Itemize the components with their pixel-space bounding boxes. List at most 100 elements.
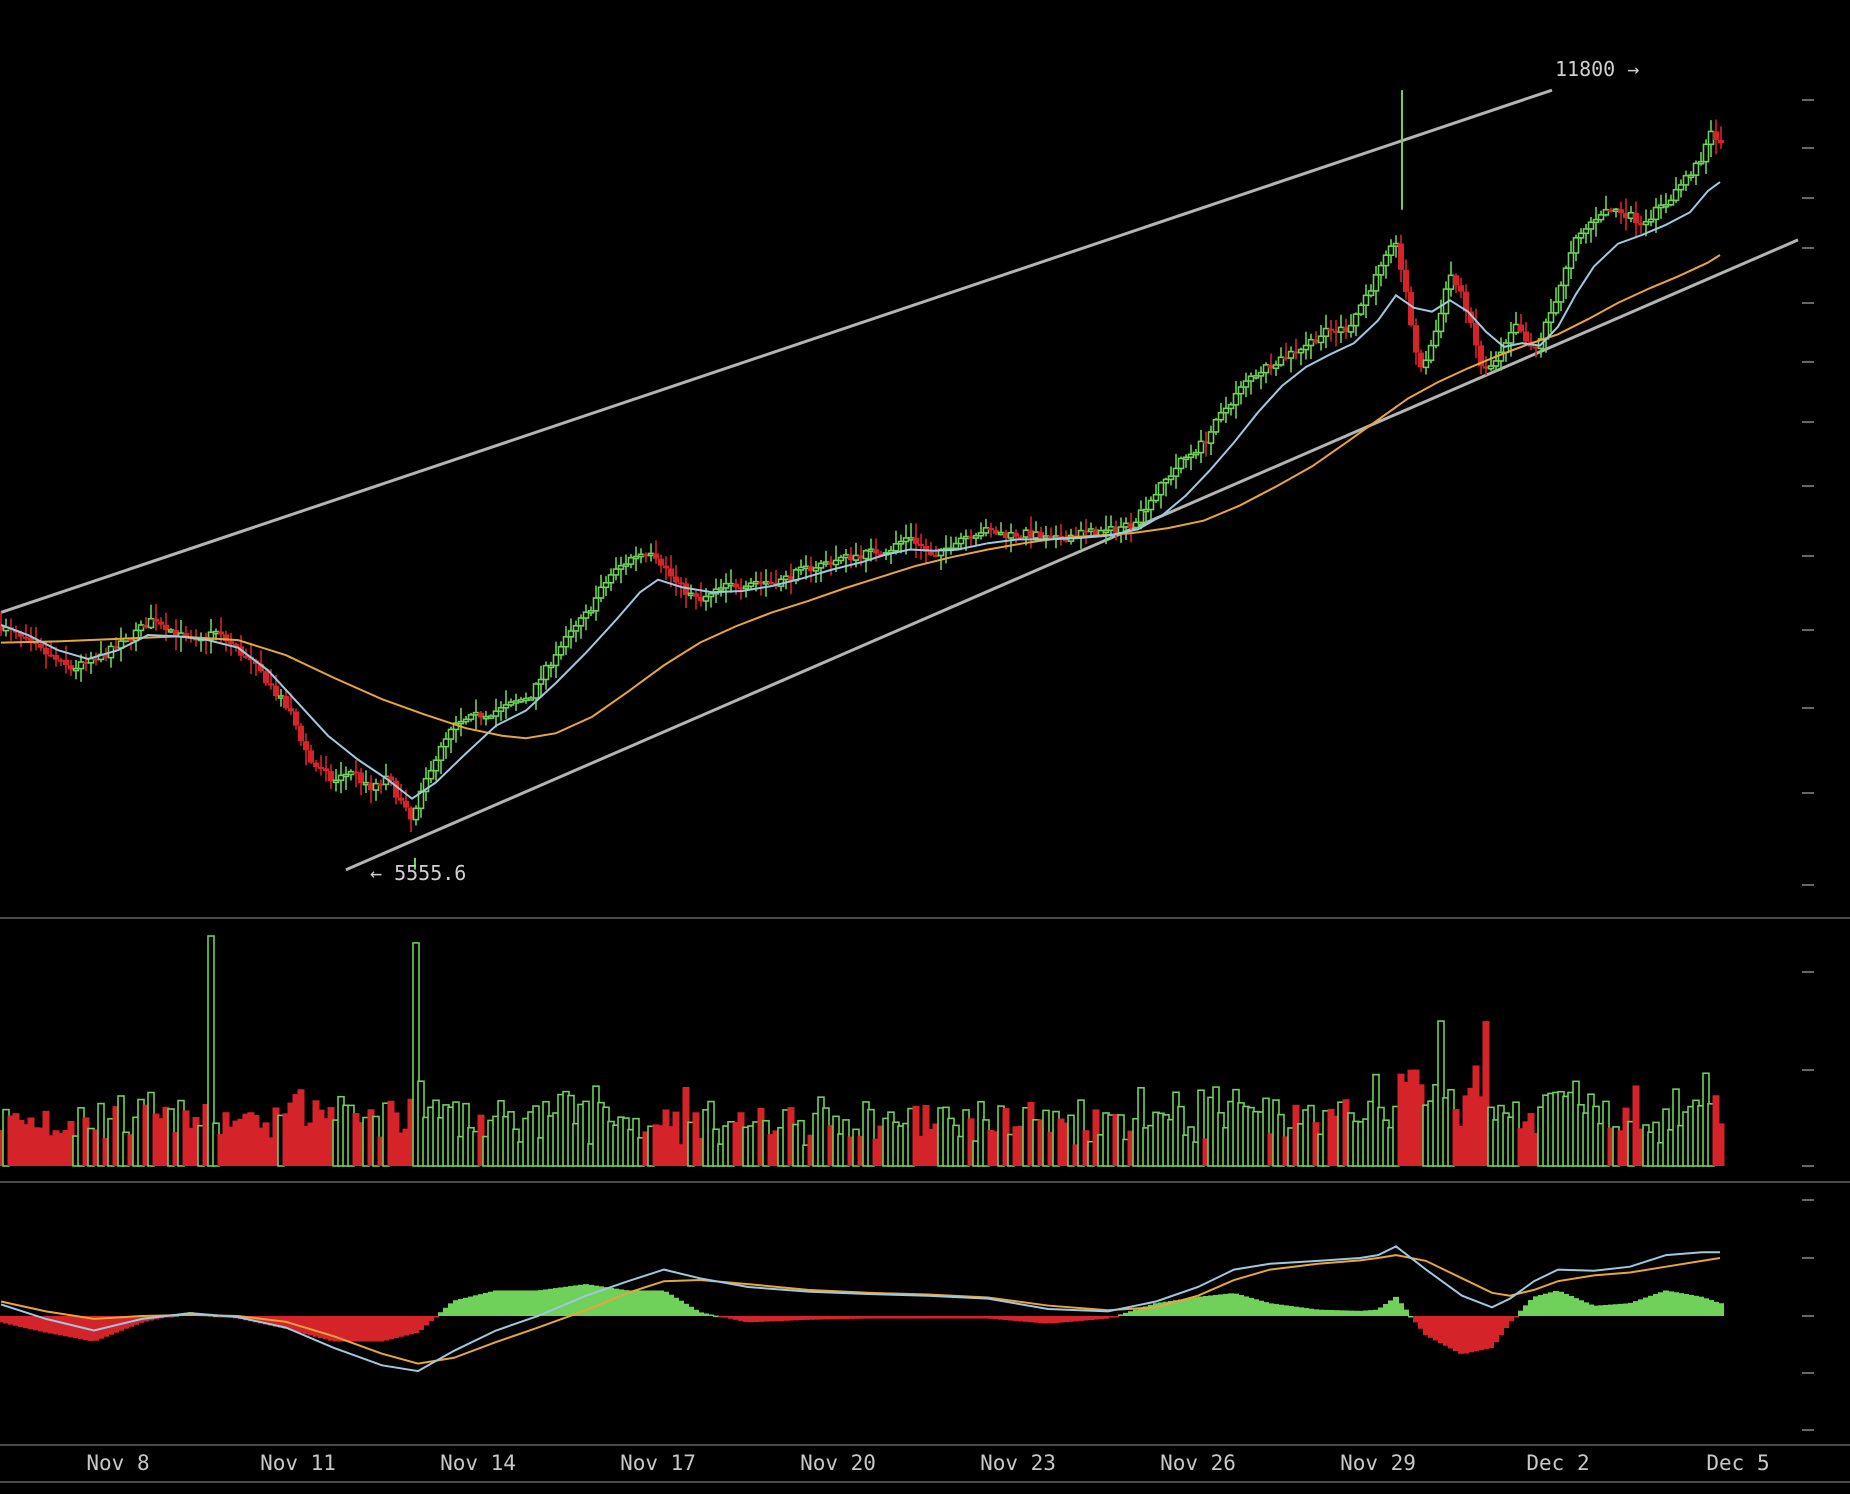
macd-histogram-bar <box>1343 1310 1349 1316</box>
candle-body <box>1337 326 1345 333</box>
macd-histogram-bar <box>1188 1297 1194 1316</box>
macd-histogram-bar <box>1398 1303 1404 1316</box>
macd-histogram-bar <box>1308 1308 1314 1316</box>
macd-histogram-bar <box>923 1316 929 1319</box>
candle-body <box>1242 380 1250 388</box>
macd-histogram-bar <box>1503 1316 1509 1329</box>
candle-body <box>502 704 510 709</box>
macd-histogram-bar <box>1673 1292 1679 1316</box>
macd-histogram-bar <box>1023 1316 1029 1322</box>
macd-histogram-bar <box>1103 1316 1109 1319</box>
macd-histogram-bar <box>438 1312 444 1316</box>
candle-body <box>263 671 269 684</box>
macd-histogram-bar <box>1458 1316 1464 1354</box>
macd-histogram-bar <box>1003 1316 1009 1321</box>
candle-body <box>212 630 220 635</box>
volume-bar <box>117 1095 125 1167</box>
candle-body <box>1602 208 1610 216</box>
macd-histogram-bar <box>1443 1316 1449 1346</box>
macd-histogram-bar <box>63 1316 69 1337</box>
candle-body <box>1447 274 1455 290</box>
candle-body <box>1642 220 1650 226</box>
volume-bar <box>1267 1133 1275 1166</box>
macd-histogram-bar <box>868 1316 874 1319</box>
x-tick-label: Nov 23 <box>980 1451 1056 1475</box>
macd-histogram-bar <box>308 1316 314 1336</box>
candle-body <box>1018 536 1024 539</box>
candle-body <box>467 714 475 721</box>
macd-histogram-bar <box>53 1316 59 1335</box>
volume-bar <box>1057 1118 1065 1166</box>
volume-bar <box>357 1122 365 1166</box>
candle-body <box>577 617 585 627</box>
candle-body <box>147 617 155 629</box>
y-axis-ticks <box>1802 99 1814 1431</box>
macd-histogram-bar <box>1123 1312 1129 1316</box>
candle-body <box>298 725 304 742</box>
macd-histogram-bar <box>973 1316 979 1319</box>
volume-bar <box>252 1115 260 1166</box>
macd-histogram-bar <box>898 1316 904 1319</box>
macd-histogram-bar <box>1393 1296 1399 1316</box>
macd-histogram-bar <box>1698 1296 1704 1316</box>
candle-body <box>427 769 435 780</box>
x-tick-label: Nov 17 <box>620 1451 696 1475</box>
macd-histogram-bar <box>43 1316 49 1333</box>
candle-body <box>1627 211 1635 220</box>
candle-body <box>1322 327 1330 338</box>
trendline-upper <box>0 88 1553 614</box>
candle-body <box>137 624 145 632</box>
macd-histogram-bar <box>23 1316 29 1329</box>
macd-histogram-bar <box>1703 1298 1709 1316</box>
volume-bar <box>797 1119 805 1167</box>
macd-histogram-bar <box>1423 1316 1429 1336</box>
low-price-label: ← 5555.6 <box>370 861 466 885</box>
volume-bar <box>352 1113 360 1166</box>
volume-bar <box>1202 1138 1210 1166</box>
macd-histogram <box>0 1284 1724 1354</box>
candle-body <box>1572 237 1580 254</box>
candle-body <box>1408 292 1414 326</box>
candle-body <box>592 597 600 612</box>
macd-histogram-bar <box>848 1316 854 1319</box>
macd-histogram-bar <box>1663 1290 1669 1316</box>
volume-bar <box>267 1137 275 1166</box>
candle-body <box>1597 214 1605 221</box>
macd-histogram-bar <box>348 1316 354 1342</box>
volume-bar <box>102 1137 110 1166</box>
candle-body <box>1523 331 1529 342</box>
macd-histogram-bar <box>1368 1310 1374 1316</box>
volume-bar <box>302 1125 310 1166</box>
macd-histogram-bar <box>1523 1305 1529 1316</box>
candle-body <box>1063 539 1069 542</box>
volume-bar <box>317 1109 325 1166</box>
candle-body <box>782 575 790 581</box>
macd-histogram-bar <box>1193 1297 1199 1316</box>
candle-body <box>727 582 735 587</box>
candle-body <box>28 637 34 641</box>
macd-histogram-bar <box>473 1295 479 1316</box>
macd-histogram-bar <box>1063 1316 1069 1323</box>
candle-body <box>1662 204 1670 208</box>
volume-bar <box>1522 1121 1530 1166</box>
x-tick-label: Dec 5 <box>1706 1451 1769 1475</box>
candle-body <box>788 576 794 581</box>
candle-body <box>288 708 294 712</box>
volume-bar <box>1292 1104 1300 1166</box>
macd-histogram-bar <box>1093 1316 1099 1320</box>
volume-bar <box>1012 1126 1020 1166</box>
macd-histogram-bar <box>368 1316 374 1342</box>
candle-body <box>293 711 299 726</box>
macd-histogram-bar <box>688 1306 694 1316</box>
macd-histogram-bar <box>1608 1304 1614 1316</box>
candle-body <box>1547 312 1555 324</box>
macd-histogram-bar <box>1048 1316 1054 1324</box>
macd-histogram-bar <box>598 1286 604 1316</box>
candle-body <box>353 771 359 774</box>
candle-body <box>77 661 85 670</box>
volume-bar <box>582 1100 590 1167</box>
candle-body <box>1392 242 1400 247</box>
volume-bar <box>142 1104 150 1166</box>
volume-bar <box>987 1129 995 1166</box>
candle-body <box>457 720 465 725</box>
